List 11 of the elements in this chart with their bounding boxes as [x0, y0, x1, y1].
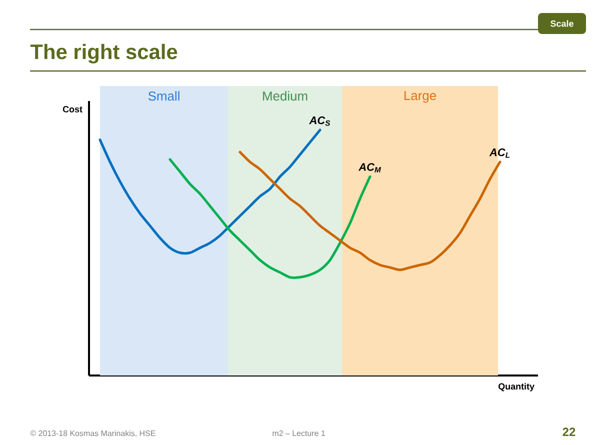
text: 22: [562, 428, 576, 436]
text: Scale: [550, 20, 574, 27]
chart-title: The right scale: [30, 44, 178, 64]
series-label: AC$_{L}$: [489, 148, 510, 158]
text: Large: [404, 91, 436, 103]
x-axis-title: Quantity: [498, 383, 534, 392]
series-label: AC$_{S}$: [309, 116, 330, 126]
series-label: AC$_{M}$: [358, 163, 382, 172]
text: Medium: [263, 91, 308, 101]
y-axis-title: Cost: [62, 106, 82, 112]
text: Small: [148, 91, 180, 101]
